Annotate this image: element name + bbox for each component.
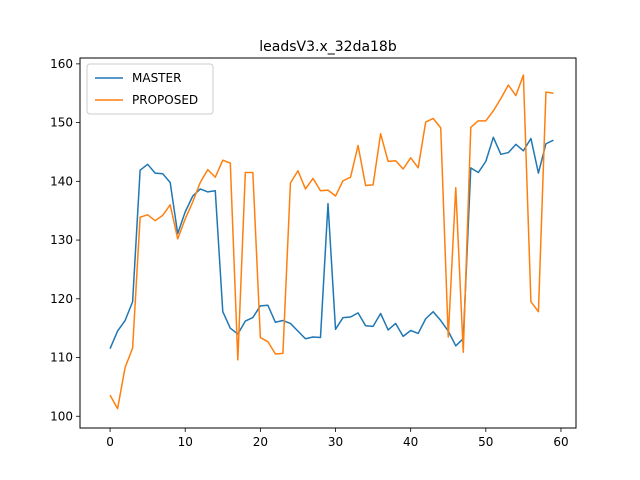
x-tick-label: 20 — [253, 435, 268, 449]
x-tick-label: 40 — [403, 435, 418, 449]
chart-title: leadsV3.x_32da18b — [259, 39, 397, 55]
x-tick-label: 10 — [178, 435, 193, 449]
series-line-proposed — [109, 74, 554, 410]
y-tick-label: 150 — [50, 116, 73, 130]
y-tick-label: 120 — [50, 292, 73, 306]
y-tick-label: 100 — [50, 409, 73, 423]
legend: MASTER PROPOSED — [86, 63, 214, 115]
y-axis: 100 110 120 130 140 150 160 — [50, 57, 80, 423]
legend-label-master: MASTER — [132, 71, 181, 85]
x-axis: 0 10 20 30 40 50 60 — [106, 428, 569, 449]
y-tick-label: 140 — [50, 174, 73, 188]
legend-label-proposed: PROPOSED — [132, 93, 198, 107]
plot-area-frame — [79, 57, 577, 429]
y-tick-label: 110 — [50, 351, 73, 365]
x-tick-label: 50 — [478, 435, 493, 449]
plot-series — [109, 74, 554, 410]
x-tick-label: 30 — [328, 435, 343, 449]
x-tick-label: 0 — [106, 435, 114, 449]
y-tick-label: 160 — [50, 57, 73, 71]
legend-box — [86, 63, 214, 115]
y-tick-label: 130 — [50, 233, 73, 247]
x-tick-label: 60 — [553, 435, 568, 449]
series-line-master — [109, 136, 554, 350]
